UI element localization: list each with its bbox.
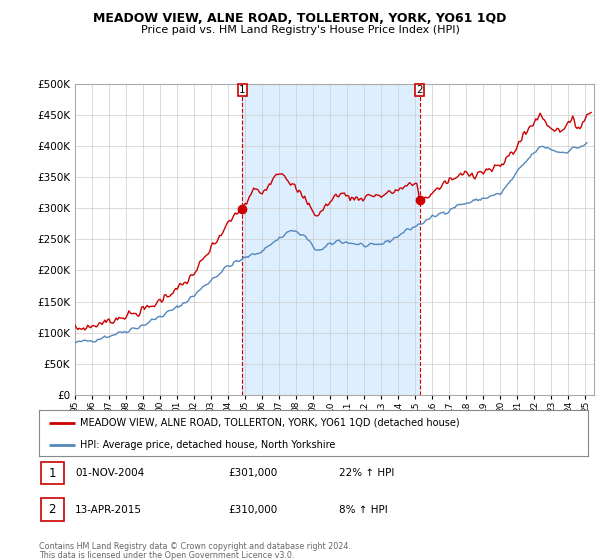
FancyBboxPatch shape xyxy=(238,84,247,96)
Text: MEADOW VIEW, ALNE ROAD, TOLLERTON, YORK, YO61 1QD: MEADOW VIEW, ALNE ROAD, TOLLERTON, YORK,… xyxy=(94,12,506,25)
Text: 01-NOV-2004: 01-NOV-2004 xyxy=(75,468,144,478)
Text: 2: 2 xyxy=(49,503,56,516)
Text: 8% ↑ HPI: 8% ↑ HPI xyxy=(339,505,388,515)
Text: £310,000: £310,000 xyxy=(228,505,277,515)
Text: MEADOW VIEW, ALNE ROAD, TOLLERTON, YORK, YO61 1QD (detached house): MEADOW VIEW, ALNE ROAD, TOLLERTON, YORK,… xyxy=(80,418,460,428)
Text: 22% ↑ HPI: 22% ↑ HPI xyxy=(339,468,394,478)
Text: This data is licensed under the Open Government Licence v3.0.: This data is licensed under the Open Gov… xyxy=(39,551,295,560)
Bar xyxy=(242,84,419,395)
Text: 13-APR-2015: 13-APR-2015 xyxy=(75,505,142,515)
Text: 1: 1 xyxy=(239,85,245,95)
Text: Price paid vs. HM Land Registry's House Price Index (HPI): Price paid vs. HM Land Registry's House … xyxy=(140,25,460,35)
Text: Contains HM Land Registry data © Crown copyright and database right 2024.: Contains HM Land Registry data © Crown c… xyxy=(39,542,351,551)
Text: 2: 2 xyxy=(416,85,423,95)
FancyBboxPatch shape xyxy=(415,84,424,96)
Text: HPI: Average price, detached house, North Yorkshire: HPI: Average price, detached house, Nort… xyxy=(80,440,335,450)
Text: £301,000: £301,000 xyxy=(228,468,277,478)
Text: 1: 1 xyxy=(49,466,56,480)
